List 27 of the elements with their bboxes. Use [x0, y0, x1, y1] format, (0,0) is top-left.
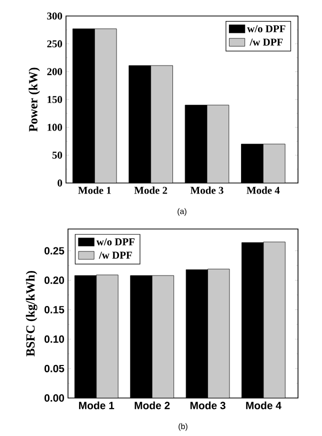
y-tick-label: 50 — [52, 152, 62, 159]
y-tick-label: 150 — [48, 96, 62, 104]
x-tick-label: Mode 4 — [246, 186, 280, 194]
y-tick-label: 0.10 — [44, 335, 64, 343]
legend-label: /w DPF — [250, 38, 283, 46]
legend-label: w/o DPF — [247, 25, 286, 32]
y-tick-label: 0.05 — [44, 364, 64, 372]
y-tick-label: 0.25 — [44, 247, 64, 254]
x-tick-label: Mode 4 — [246, 402, 282, 410]
y-tick-label: 0.15 — [44, 306, 64, 314]
x-tick-label: Mode 1 — [78, 186, 111, 194]
y-tick-label: 300 — [47, 12, 62, 20]
y-tick-label: 100 — [48, 124, 62, 131]
x-tick-label: Mode 2 — [134, 186, 168, 194]
y-tick-label: 0.20 — [44, 276, 64, 284]
legend-label: w/o DPF — [96, 238, 134, 246]
x-tick-label: Mode 3 — [190, 402, 226, 410]
y-tick-label: 200 — [47, 68, 62, 76]
y-tick-label: 250 — [47, 40, 62, 48]
y-axis-title: BSFC (kg/kWh) — [26, 270, 38, 356]
legend-label: /w DPF — [98, 252, 132, 259]
y-axis-title: Power (kW) — [28, 68, 40, 132]
x-tick-label: Mode 1 — [79, 402, 114, 410]
y-tick-label: 0.00 — [44, 394, 64, 402]
x-tick-label: Mode 2 — [134, 402, 170, 410]
y-tick-label: 0 — [58, 179, 62, 187]
x-tick-label: Mode 3 — [190, 186, 224, 194]
